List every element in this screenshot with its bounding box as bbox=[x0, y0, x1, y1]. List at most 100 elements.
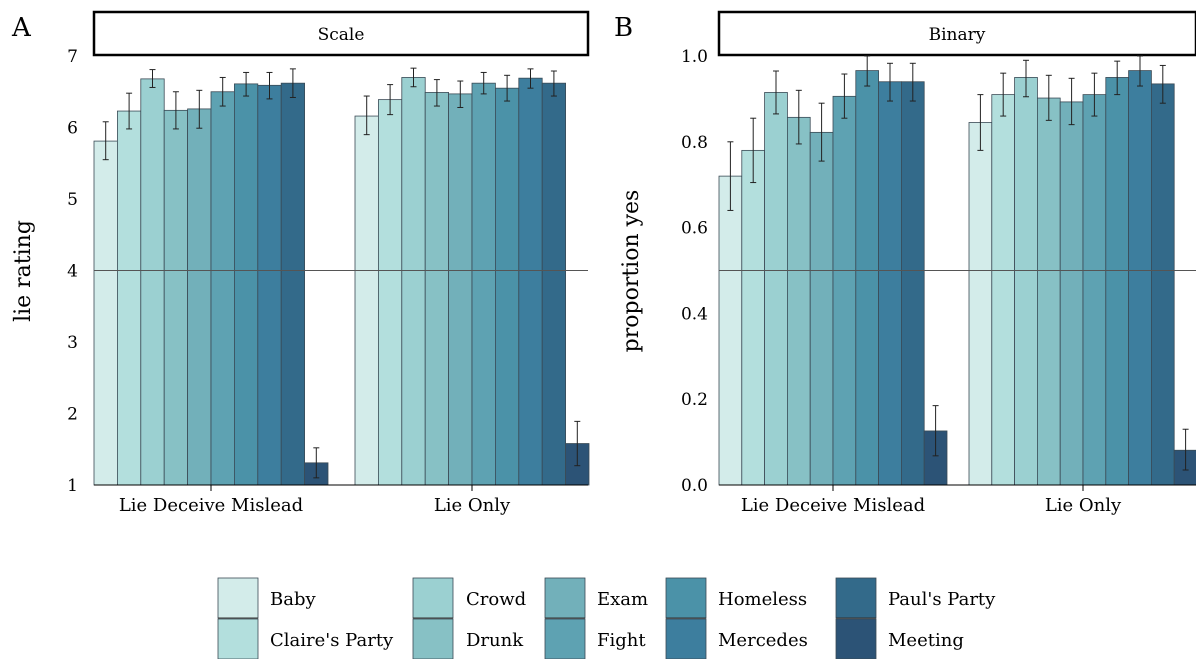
y-tick-label-scale: 6 bbox=[67, 119, 78, 139]
y-tick-label-scale: 1 bbox=[67, 476, 78, 496]
y-tick-label-binary: 0.2 bbox=[681, 390, 708, 410]
legend-label-crowd: Crowd bbox=[466, 589, 526, 610]
error-bar-binary-lie-only-mercedes bbox=[1137, 55, 1143, 87]
bar-binary-lie-only-fight bbox=[1082, 94, 1107, 486]
panel-letter-b: B bbox=[614, 13, 633, 43]
legend-label-claire-s-party: Claire's Party bbox=[270, 630, 394, 651]
error-bar-binary-lie-deceive-mislead-exam bbox=[818, 102, 825, 162]
legend-label-homeless: Homeless bbox=[718, 589, 807, 610]
error-bar-binary-lie-only-crowd bbox=[1023, 59, 1029, 98]
bar-scale-lie-only-mercedes bbox=[518, 77, 543, 486]
bar-binary-lie-deceive-mislead-drunk bbox=[787, 116, 811, 486]
y-tick-label-binary: 0.0 bbox=[681, 476, 708, 496]
bar-binary-lie-only-crowd bbox=[1014, 77, 1038, 486]
legend-label-meeting: Meeting bbox=[888, 630, 964, 651]
error-bars-binary bbox=[727, 55, 1189, 471]
bar-binary-lie-deceive-mislead-homeless bbox=[855, 70, 879, 486]
bar-binary-lie-deceive-mislead-claire-s-party bbox=[741, 149, 765, 486]
bar-binary-lie-only-claire-s-party bbox=[991, 94, 1015, 486]
legend-swatch-drunk bbox=[412, 618, 454, 659]
error-bar-binary-lie-deceive-mislead-crowd bbox=[773, 70, 779, 115]
legend-label-paul-s-party: Paul's Party bbox=[888, 589, 996, 610]
error-bar-scale-lie-deceive-mislead-baby bbox=[102, 121, 109, 161]
legend-swatch-homeless bbox=[665, 577, 707, 619]
error-bar-scale-lie-deceive-mislead-homeless bbox=[243, 71, 250, 97]
bar-scale-lie-only-paul-s-party bbox=[541, 82, 567, 486]
y-tick-label-scale: 4 bbox=[67, 262, 78, 282]
legend-item-baby: Baby bbox=[217, 577, 316, 619]
bar-binary-lie-deceive-mislead-exam bbox=[809, 131, 834, 486]
error-bar-scale-lie-only-mercedes bbox=[527, 68, 534, 89]
error-bar-scale-lie-only-paul-s-party bbox=[550, 70, 557, 97]
legend-label-exam: Exam bbox=[597, 589, 648, 610]
bar-binary-lie-only-drunk bbox=[1037, 97, 1061, 486]
y-tick-label-scale: 3 bbox=[67, 333, 78, 353]
legend-item-crowd: Crowd bbox=[412, 577, 526, 619]
error-bar-scale-lie-only-homeless bbox=[504, 74, 511, 102]
legend-item-claire-s-party: Claire's Party bbox=[217, 618, 394, 659]
bar-binary-lie-deceive-mislead-fight bbox=[832, 95, 857, 486]
legend-item-exam: Exam bbox=[544, 577, 648, 619]
x-category-label-scale: Lie Only bbox=[434, 495, 511, 516]
error-bar-binary-lie-deceive-mislead-fight bbox=[841, 73, 848, 119]
error-bar-binary-lie-only-homeless bbox=[1114, 60, 1121, 96]
legend-swatch-fight bbox=[544, 618, 586, 659]
bar-scale-lie-deceive-mislead-baby bbox=[93, 140, 118, 486]
error-bar-binary-lie-only-exam bbox=[1068, 77, 1075, 126]
error-bar-scale-lie-deceive-mislead-drunk bbox=[172, 91, 179, 130]
bar-scale-lie-only-drunk bbox=[424, 92, 450, 486]
error-bar-scale-lie-deceive-mislead-fight bbox=[219, 76, 226, 107]
error-bar-scale-lie-only-meeting bbox=[574, 420, 581, 467]
strip-box-binary bbox=[717, 10, 1196, 57]
error-bar-scale-lie-only-baby bbox=[363, 95, 370, 136]
legend-label-drunk: Drunk bbox=[466, 630, 524, 651]
x-categories-scale: Lie Deceive Mislead Lie Only bbox=[119, 485, 511, 516]
error-bar-scale-lie-only-claire-s-party bbox=[387, 84, 394, 116]
bar-binary-lie-only-paul-s-party bbox=[1151, 83, 1175, 486]
legend-label-baby: Baby bbox=[270, 589, 316, 610]
error-bar-scale-lie-deceive-mislead-claire-s-party bbox=[126, 92, 133, 130]
error-bar-binary-lie-only-drunk bbox=[1045, 74, 1052, 121]
legend-swatch-baby bbox=[217, 577, 259, 619]
legend-label-mercedes: Mercedes bbox=[718, 630, 808, 651]
legend-item-mercedes: Mercedes bbox=[665, 618, 808, 659]
legend-swatch-meeting bbox=[835, 618, 877, 659]
y-tick-label-binary: 0.8 bbox=[681, 133, 708, 153]
bar-binary-lie-only-exam bbox=[1059, 101, 1084, 486]
error-bar-binary-lie-deceive-mislead-mercedes bbox=[887, 62, 893, 102]
y-axis-label-binary: proportion yes bbox=[619, 190, 644, 353]
error-bar-scale-lie-deceive-mislead-exam bbox=[196, 89, 203, 129]
bar-scale-lie-deceive-mislead-drunk bbox=[163, 109, 188, 486]
error-bar-scale-lie-only-drunk bbox=[433, 79, 440, 107]
bar-scale-lie-only-claire-s-party bbox=[377, 99, 403, 486]
y-tick-label-binary: 0.6 bbox=[681, 219, 708, 239]
bar-scale-lie-deceive-mislead-crowd bbox=[140, 78, 165, 486]
y-ticks-scale: 1 2 3 4 5 6 7 bbox=[67, 47, 78, 496]
legend-swatch-crowd bbox=[412, 577, 454, 619]
bar-binary-lie-deceive-mislead-mercedes bbox=[878, 81, 902, 486]
legend-swatch-claire-s-party bbox=[217, 618, 259, 659]
error-bar-binary-lie-deceive-mislead-claire-s-party bbox=[750, 117, 757, 184]
bars-scale bbox=[93, 77, 590, 486]
error-bar-binary-lie-only-paul-s-party bbox=[1159, 64, 1166, 104]
error-bar-scale-lie-deceive-mislead-crowd bbox=[149, 69, 156, 88]
error-bar-binary-lie-deceive-mislead-baby bbox=[727, 141, 734, 211]
legend-item-paul-s-party: Paul's Party bbox=[835, 577, 996, 619]
bar-scale-lie-only-baby bbox=[354, 115, 379, 486]
legend: Baby Claire's Party Crowd Drunk Exam Fight Hom… bbox=[217, 577, 996, 659]
panel-binary: B Binary proportion yes 0.0 0.2 0.4 0.6 0.8 1… bbox=[614, 10, 1196, 516]
error-bar-binary-lie-only-claire-s-party bbox=[1000, 72, 1007, 117]
error-bar-scale-lie-deceive-mislead-meeting bbox=[313, 447, 320, 479]
bar-binary-lie-only-mercedes bbox=[1128, 70, 1152, 486]
bar-scale-lie-deceive-mislead-claire-s-party bbox=[117, 110, 142, 486]
legend-swatch-paul-s-party bbox=[835, 577, 877, 619]
legend-item-meeting: Meeting bbox=[835, 618, 964, 659]
bar-binary-lie-only-baby bbox=[968, 122, 993, 486]
error-bar-binary-lie-only-baby bbox=[977, 94, 984, 151]
bar-scale-lie-deceive-mislead-fight bbox=[210, 91, 235, 486]
bar-binary-lie-deceive-mislead-paul-s-party bbox=[901, 81, 925, 486]
y-tick-label-binary: 0.4 bbox=[681, 304, 708, 324]
y-ticks-binary: 0.0 0.2 0.4 0.6 0.8 1.0 bbox=[681, 47, 708, 496]
x-category-label-scale: Lie Deceive Mislead bbox=[119, 495, 303, 516]
